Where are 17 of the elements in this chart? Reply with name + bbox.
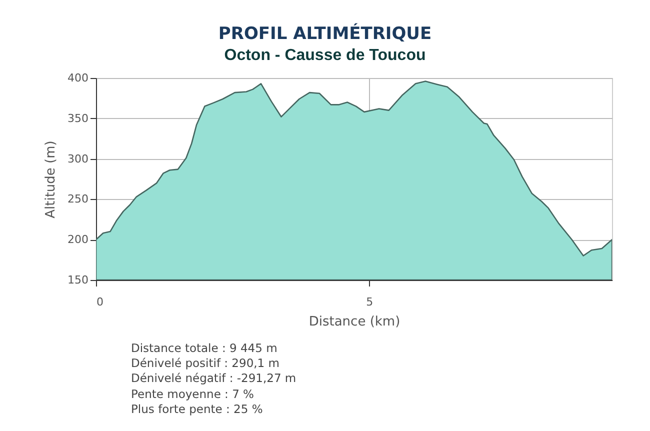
x-axis-title: Distance (km) bbox=[308, 314, 400, 330]
y-tick-label: 300 bbox=[68, 152, 88, 166]
y-tick-label: 150 bbox=[68, 274, 88, 286]
text: Plus forte pente : 25 % bbox=[131, 402, 264, 418]
x-tick-label: 0 bbox=[96, 296, 104, 308]
text: Pente moyenne : 7 % bbox=[131, 386, 255, 402]
y-tick-label: 250 bbox=[68, 192, 88, 206]
chart-title: PROFIL ALTIMÉTRIQUE bbox=[218, 23, 432, 44]
text: Dénivelé négatif : -291,27 m bbox=[131, 371, 296, 387]
y-tick-label: 400 bbox=[68, 72, 88, 84]
text: Distance totale : 9 445 m bbox=[131, 341, 278, 356]
y-tick-label: 350 bbox=[68, 112, 88, 125]
text: Dénivelé positif : 290,1 m bbox=[131, 356, 280, 372]
chart-subtitle: Octon - Causse de Toucou bbox=[224, 47, 426, 64]
y-axis-title: Altitude (m) bbox=[44, 140, 59, 218]
x-tick-label: 5 bbox=[366, 296, 374, 308]
y-tick-label: 200 bbox=[68, 233, 88, 246]
